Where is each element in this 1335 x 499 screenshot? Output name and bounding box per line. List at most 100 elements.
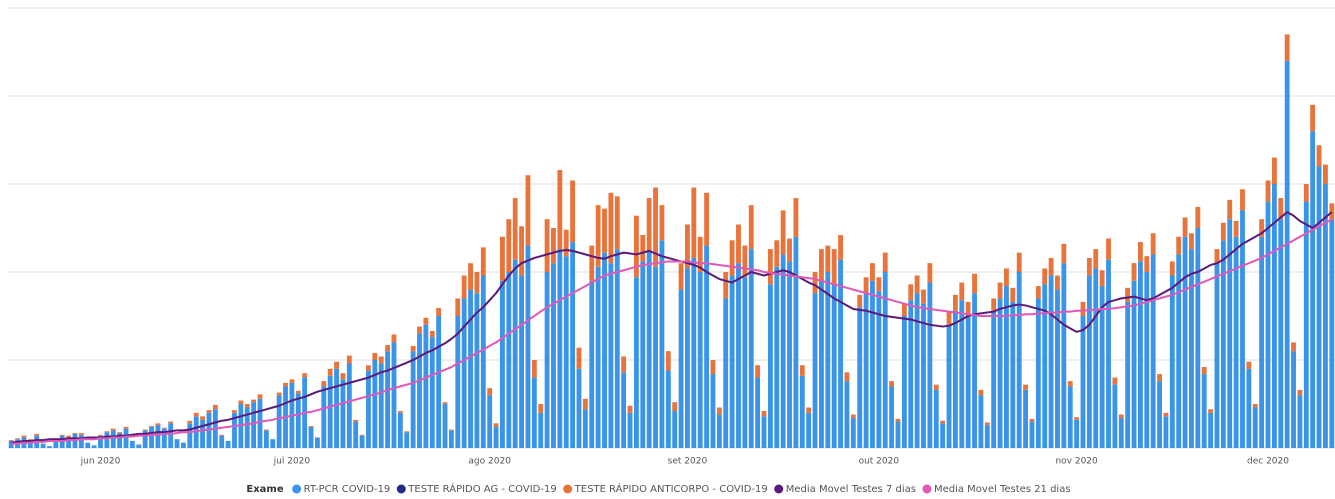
bar-segment — [582, 409, 588, 448]
bar-segment — [27, 440, 33, 448]
bar-segment — [602, 208, 607, 253]
bar-segment — [716, 407, 722, 415]
bar-segment — [729, 275, 735, 448]
bar-segment — [1099, 286, 1105, 448]
bar-segment — [1310, 131, 1316, 448]
bar-segment — [378, 356, 384, 364]
bar-segment — [1029, 418, 1035, 422]
bar-segment — [1278, 198, 1284, 220]
bar-segment — [774, 266, 780, 448]
bar-segment — [1042, 268, 1048, 285]
bar-segment — [34, 433, 40, 436]
bar-segment — [27, 439, 33, 441]
bar-segment — [1291, 351, 1296, 448]
bar-segment — [870, 263, 875, 281]
legend-label: TESTE RÁPIDO AG - COVID-19 — [407, 482, 556, 495]
bar-segment — [1227, 199, 1233, 220]
bar-segment — [1208, 412, 1214, 448]
bar-segment — [404, 431, 410, 433]
bar-segment — [793, 236, 799, 448]
legend-marker — [774, 484, 784, 494]
bar-segment — [582, 398, 588, 410]
bar-segment — [1055, 275, 1060, 290]
bar-segment — [557, 169, 563, 250]
bar-segment — [1048, 275, 1054, 448]
bar-segment — [442, 404, 448, 448]
bar-segment — [1086, 275, 1092, 448]
bar-segment — [404, 432, 410, 448]
bar-segment — [142, 430, 148, 448]
legend-marker — [563, 484, 573, 494]
bar-segment — [780, 254, 786, 448]
bar-segment — [678, 263, 684, 290]
bar-segment — [340, 373, 346, 380]
bar-segment — [595, 266, 601, 448]
bar-segment — [110, 428, 116, 431]
bar-segment — [787, 238, 792, 262]
bar-segment — [468, 289, 473, 448]
bar-segment — [627, 412, 633, 448]
bar-segment — [595, 205, 601, 267]
bar-segment — [538, 404, 544, 413]
bar-segment — [500, 280, 505, 448]
bar-segment — [819, 280, 824, 448]
legend-marker — [396, 484, 406, 494]
bar-segment — [500, 236, 505, 281]
bar-segment — [161, 428, 167, 448]
bar-segment — [908, 300, 914, 448]
bar-segment — [1323, 164, 1328, 184]
bar-segment — [123, 428, 129, 448]
bar-segment — [91, 445, 97, 448]
bar-segment — [1252, 404, 1258, 408]
bar-segment — [984, 422, 990, 426]
x-tick-label: dec 2020 — [1247, 457, 1289, 467]
bar-segment — [1297, 389, 1303, 396]
bar-segment — [551, 263, 556, 448]
bar-segment — [1316, 166, 1322, 448]
bar-segment — [366, 370, 371, 448]
bar-segment — [295, 390, 301, 394]
legend-label: RT-PCR COVID-19 — [304, 484, 391, 495]
bar-segment — [646, 250, 652, 448]
bar-segment — [187, 423, 193, 448]
bar-segment — [659, 205, 665, 241]
bar-segment — [391, 342, 397, 448]
bar-segment — [614, 249, 620, 448]
bar-segment — [889, 381, 895, 387]
bar-segment — [570, 242, 576, 448]
bar-segment — [984, 425, 990, 448]
bar-segment — [1182, 236, 1188, 448]
bar-segment — [417, 326, 422, 334]
bar-segment — [729, 240, 735, 276]
bar-segment — [1035, 286, 1041, 299]
bar-segment — [901, 316, 907, 448]
bar-segment — [1271, 184, 1277, 448]
bar-segment — [98, 435, 103, 448]
bar-segment — [1246, 368, 1252, 448]
bar-segment — [748, 249, 754, 448]
bar-segment — [295, 393, 301, 448]
bar-segment — [129, 440, 135, 448]
bar-segment — [767, 284, 773, 448]
bar-segment — [940, 420, 946, 424]
x-tick-label: jul 2020 — [273, 457, 311, 467]
bar-segment — [710, 374, 716, 448]
bar-segment — [423, 317, 429, 325]
bar-segment — [474, 272, 480, 294]
bar-segment — [1323, 184, 1328, 448]
bar-segment — [1201, 374, 1207, 448]
bar-segment — [232, 410, 237, 413]
bar-segment — [1163, 416, 1169, 448]
bar-segment — [825, 245, 831, 272]
bar-segment — [53, 439, 59, 448]
bar-segment — [155, 423, 161, 426]
bar-segment — [519, 275, 524, 448]
legend-title: Exame — [246, 484, 283, 495]
bar-segment — [448, 430, 454, 448]
bar-segment — [1144, 272, 1150, 448]
bar-segment — [793, 198, 799, 237]
bar-segment — [780, 210, 786, 255]
bar-segment — [863, 293, 869, 448]
bar-segment — [959, 282, 965, 301]
